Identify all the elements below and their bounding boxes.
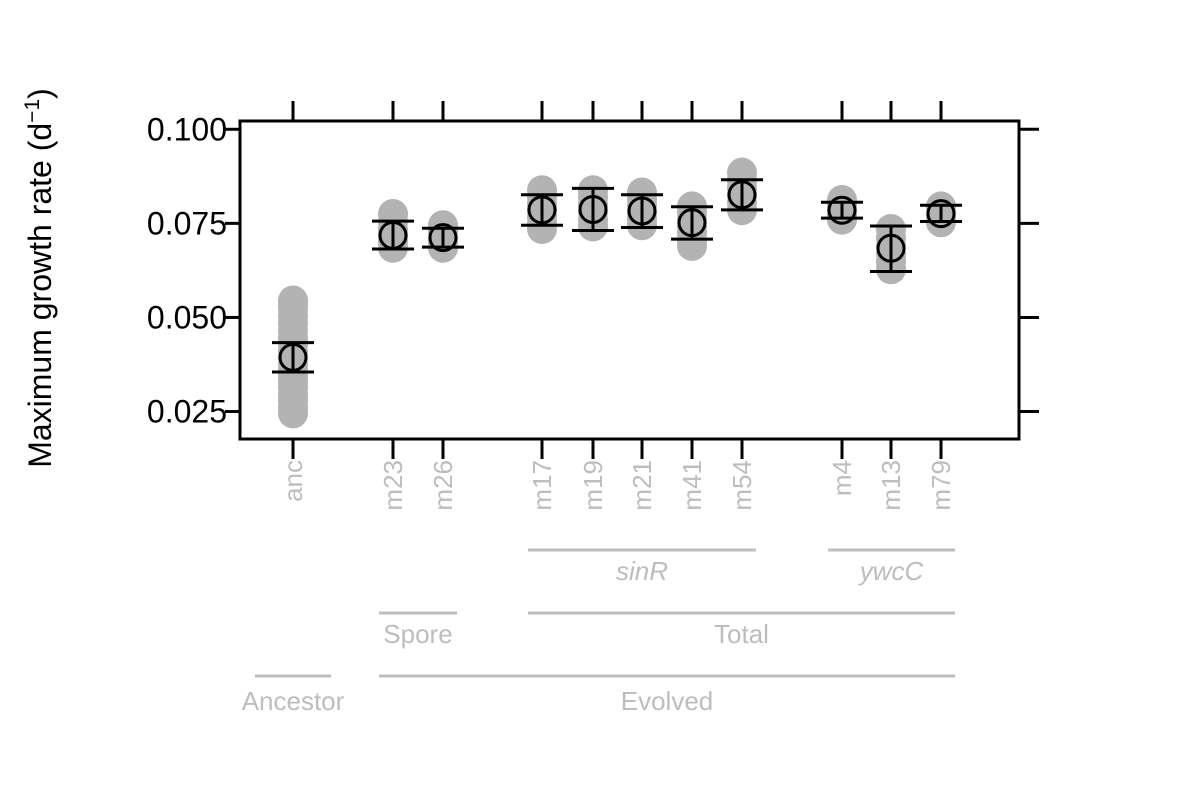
y-tick-label: 0.050 [147,299,227,335]
group-label: Evolved [621,686,714,716]
category-label: m54 [727,460,757,511]
category-label: m23 [378,460,408,511]
y-tick-label: 0.025 [147,394,227,430]
mean-marker [428,223,458,253]
labels-layer: anc m23 m26 m17 m19 m21 m41 m54 m4 m13 m79 sinR ywcC… [242,460,956,716]
category-label: m26 [428,460,458,511]
group-label: Spore [383,619,452,649]
plot-frame [238,119,1021,441]
category-label: m79 [926,460,956,511]
category-label: m13 [876,460,906,511]
mean-marker [677,208,707,238]
category-label: m4 [827,460,857,496]
group-label: Ancestor [242,686,345,716]
y-tick-label: 0.100 [147,111,227,147]
summary-layer [272,178,962,374]
mean-marker [926,199,956,229]
group-label: ywcC [858,556,924,586]
y-axis-title-main: Maximum growth rate (d [22,123,58,468]
category-label: m19 [578,460,608,511]
mean-marker [578,194,608,224]
mean-marker [876,233,906,263]
category-label: m17 [527,460,557,511]
mean-marker [827,195,857,225]
y-axis-title-unit-exponent: −1 [21,99,44,123]
mean-marker [278,342,308,372]
group-label: sinR [616,556,668,586]
mean-marker [527,195,557,225]
y-axis-title: Maximum growth rate (d−1) [21,88,58,468]
category-label: anc [278,460,308,502]
mean-marker [727,180,757,210]
group-label: Total [714,619,769,649]
raw-points-layer [278,157,956,429]
category-label: m41 [677,460,707,511]
mean-marker [627,196,657,226]
y-axis-title-close: ) [22,88,58,99]
y-tick-label: 0.075 [147,205,227,241]
raw-point [278,398,308,429]
raw-point [827,204,857,235]
axis-ticks: 0.025 0.050 0.075 0.100 [147,101,1039,459]
mean-marker [378,220,408,250]
category-label: m21 [627,460,657,511]
